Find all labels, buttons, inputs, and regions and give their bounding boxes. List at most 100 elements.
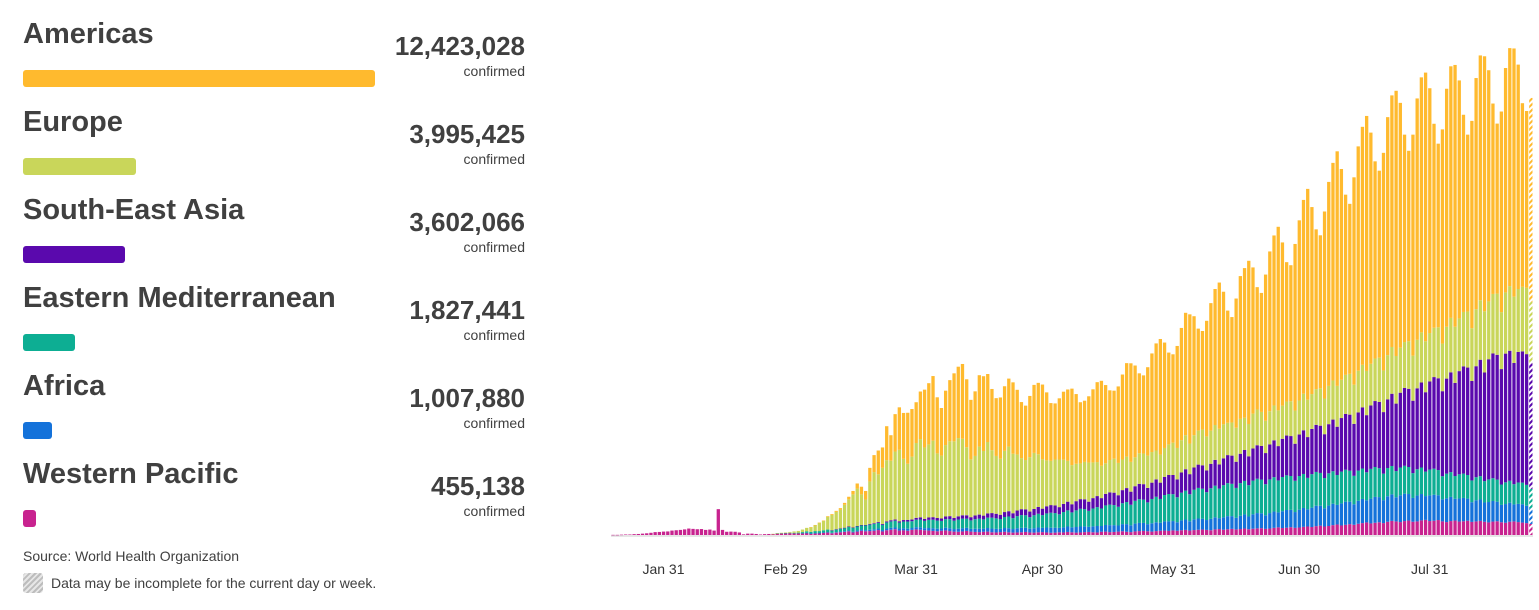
bar-segment-americas[interactable] — [847, 496, 851, 500]
bar-segment-africa[interactable] — [1470, 502, 1474, 522]
bar-segment-eastern-mediterranean[interactable] — [1272, 477, 1276, 512]
bar-segment-south-east-asia[interactable] — [1242, 450, 1247, 481]
bar-segment-africa[interactable] — [1091, 526, 1095, 533]
bar-segment-eastern-mediterranean[interactable] — [1141, 499, 1146, 523]
bar-segment-south-east-asia[interactable] — [1335, 426, 1339, 475]
bar-segment-africa[interactable] — [830, 532, 834, 534]
bar-segment-eastern-mediterranean[interactable] — [1049, 512, 1053, 528]
bar-segment-eastern-mediterranean[interactable] — [855, 526, 859, 531]
bar-segment-eastern-mediterranean[interactable] — [889, 521, 893, 528]
bar-segment-south-east-asia[interactable] — [1369, 405, 1373, 469]
bar-segment-eastern-mediterranean[interactable] — [1457, 474, 1461, 499]
bar-segment-western-pacific[interactable] — [1087, 531, 1091, 535]
bar-segment-americas[interactable] — [1087, 396, 1091, 463]
bar-segment-eastern-mediterranean[interactable] — [813, 531, 817, 534]
bar-segment-americas[interactable] — [1255, 287, 1259, 410]
bar-segment-western-pacific[interactable] — [1529, 523, 1533, 535]
bar-segment-africa[interactable] — [868, 529, 872, 532]
bar-segment-eastern-mediterranean[interactable] — [1205, 492, 1209, 521]
bar-segment-south-east-asia[interactable] — [998, 514, 1003, 520]
bar-segment-south-east-asia[interactable] — [1331, 419, 1335, 472]
bar-segment-americas[interactable] — [1234, 298, 1238, 428]
bar-segment-eastern-mediterranean[interactable] — [1057, 514, 1061, 528]
bar-segment-americas[interactable] — [1402, 134, 1407, 343]
bar-segment-africa[interactable] — [1247, 516, 1251, 530]
bar-segment-south-east-asia[interactable] — [1352, 423, 1356, 476]
bar-segment-western-pacific[interactable] — [1322, 526, 1327, 536]
bar-segment-south-east-asia[interactable] — [1474, 366, 1478, 478]
bar-segment-south-east-asia[interactable] — [1415, 388, 1419, 470]
bar-segment-western-pacific[interactable] — [943, 530, 948, 535]
bar-segment-south-east-asia[interactable] — [1015, 510, 1019, 517]
bar-segment-western-pacific[interactable] — [1343, 524, 1348, 535]
bar-segment-eastern-mediterranean[interactable] — [1053, 513, 1057, 528]
bar-segment-eastern-mediterranean[interactable] — [788, 532, 792, 534]
bar-segment-europe[interactable] — [922, 447, 927, 519]
bar-segment-south-east-asia[interactable] — [1053, 505, 1057, 514]
bar-segment-americas[interactable] — [826, 516, 830, 517]
bar-segment-eastern-mediterranean[interactable] — [1508, 480, 1512, 503]
bar-segment-south-east-asia[interactable] — [1146, 487, 1150, 503]
bar-segment-africa[interactable] — [893, 527, 897, 530]
bar-segment-south-east-asia[interactable] — [1373, 401, 1377, 467]
bar-segment-europe[interactable] — [1444, 326, 1449, 379]
bar-segment-western-pacific[interactable] — [1352, 524, 1356, 535]
bar-segment-western-pacific[interactable] — [800, 533, 805, 535]
bar-segment-western-pacific[interactable] — [872, 530, 876, 535]
bar-segment-africa[interactable] — [1289, 509, 1293, 528]
bar-segment-europe[interactable] — [1045, 460, 1049, 507]
bar-segment-europe[interactable] — [1070, 465, 1074, 505]
bar-segment-western-pacific[interactable] — [619, 534, 624, 536]
bar-segment-americas[interactable] — [973, 391, 977, 456]
bar-segment-africa[interactable] — [1529, 508, 1533, 524]
bar-segment-south-east-asia[interactable] — [990, 513, 994, 518]
bar-segment-western-pacific[interactable] — [645, 533, 649, 535]
bar-segment-europe[interactable] — [1398, 347, 1402, 393]
bar-segment-americas[interactable] — [1411, 134, 1415, 356]
bar-segment-americas[interactable] — [977, 375, 981, 447]
bar-segment-south-east-asia[interactable] — [986, 513, 990, 518]
bar-segment-africa[interactable] — [1070, 527, 1074, 533]
bar-segment-south-east-asia[interactable] — [914, 517, 918, 520]
bar-segment-europe[interactable] — [1415, 339, 1419, 389]
bar-segment-eastern-mediterranean[interactable] — [1386, 468, 1390, 497]
bar-segment-americas[interactable] — [1487, 70, 1491, 302]
bar-segment-western-pacific[interactable] — [1276, 527, 1280, 535]
bar-segment-western-pacific[interactable] — [1293, 527, 1297, 535]
bar-segment-americas[interactable] — [981, 376, 986, 452]
bar-segment-south-east-asia[interactable] — [1108, 492, 1112, 505]
bar-segment-western-pacific[interactable] — [1120, 531, 1125, 535]
bar-segment-eastern-mediterranean[interactable] — [1343, 469, 1348, 502]
bar-segment-south-east-asia[interactable] — [1516, 351, 1520, 483]
bar-segment-eastern-mediterranean[interactable] — [880, 524, 885, 531]
bar-segment-south-east-asia[interactable] — [1356, 412, 1360, 471]
bar-segment-americas[interactable] — [1162, 342, 1167, 448]
bar-segment-europe[interactable] — [1461, 311, 1466, 367]
bar-segment-africa[interactable] — [1314, 505, 1318, 527]
bar-segment-western-pacific[interactable] — [1310, 527, 1314, 535]
bar-segment-western-pacific[interactable] — [1428, 521, 1432, 535]
bar-segment-eastern-mediterranean[interactable] — [1491, 478, 1495, 501]
bar-segment-western-pacific[interactable] — [1508, 521, 1512, 535]
bar-segment-africa[interactable] — [897, 528, 901, 531]
bar-segment-western-pacific[interactable] — [720, 529, 725, 535]
bar-segment-africa[interactable] — [1444, 498, 1449, 523]
bar-segment-eastern-mediterranean[interactable] — [1529, 488, 1533, 509]
bar-segment-eastern-mediterranean[interactable] — [1099, 508, 1104, 526]
bar-segment-eastern-mediterranean[interactable] — [1449, 472, 1453, 497]
bar-segment-africa[interactable] — [889, 527, 893, 530]
bar-segment-western-pacific[interactable] — [674, 530, 678, 535]
bar-segment-americas[interactable] — [1007, 378, 1011, 447]
bar-segment-americas[interactable] — [1516, 64, 1520, 290]
bar-segment-eastern-mediterranean[interactable] — [990, 517, 994, 529]
bar-segment-western-pacific[interactable] — [649, 532, 653, 535]
bar-segment-western-pacific[interactable] — [1099, 531, 1104, 535]
bar-segment-europe[interactable] — [1310, 394, 1314, 429]
bar-segment-eastern-mediterranean[interactable] — [1301, 473, 1306, 508]
bar-segment-americas[interactable] — [1095, 382, 1099, 463]
bar-segment-western-pacific[interactable] — [733, 531, 737, 535]
bar-segment-europe[interactable] — [800, 529, 805, 533]
bar-segment-eastern-mediterranean[interactable] — [965, 518, 969, 528]
bar-segment-americas[interactable] — [1049, 403, 1053, 461]
bar-segment-americas[interactable] — [851, 490, 855, 495]
